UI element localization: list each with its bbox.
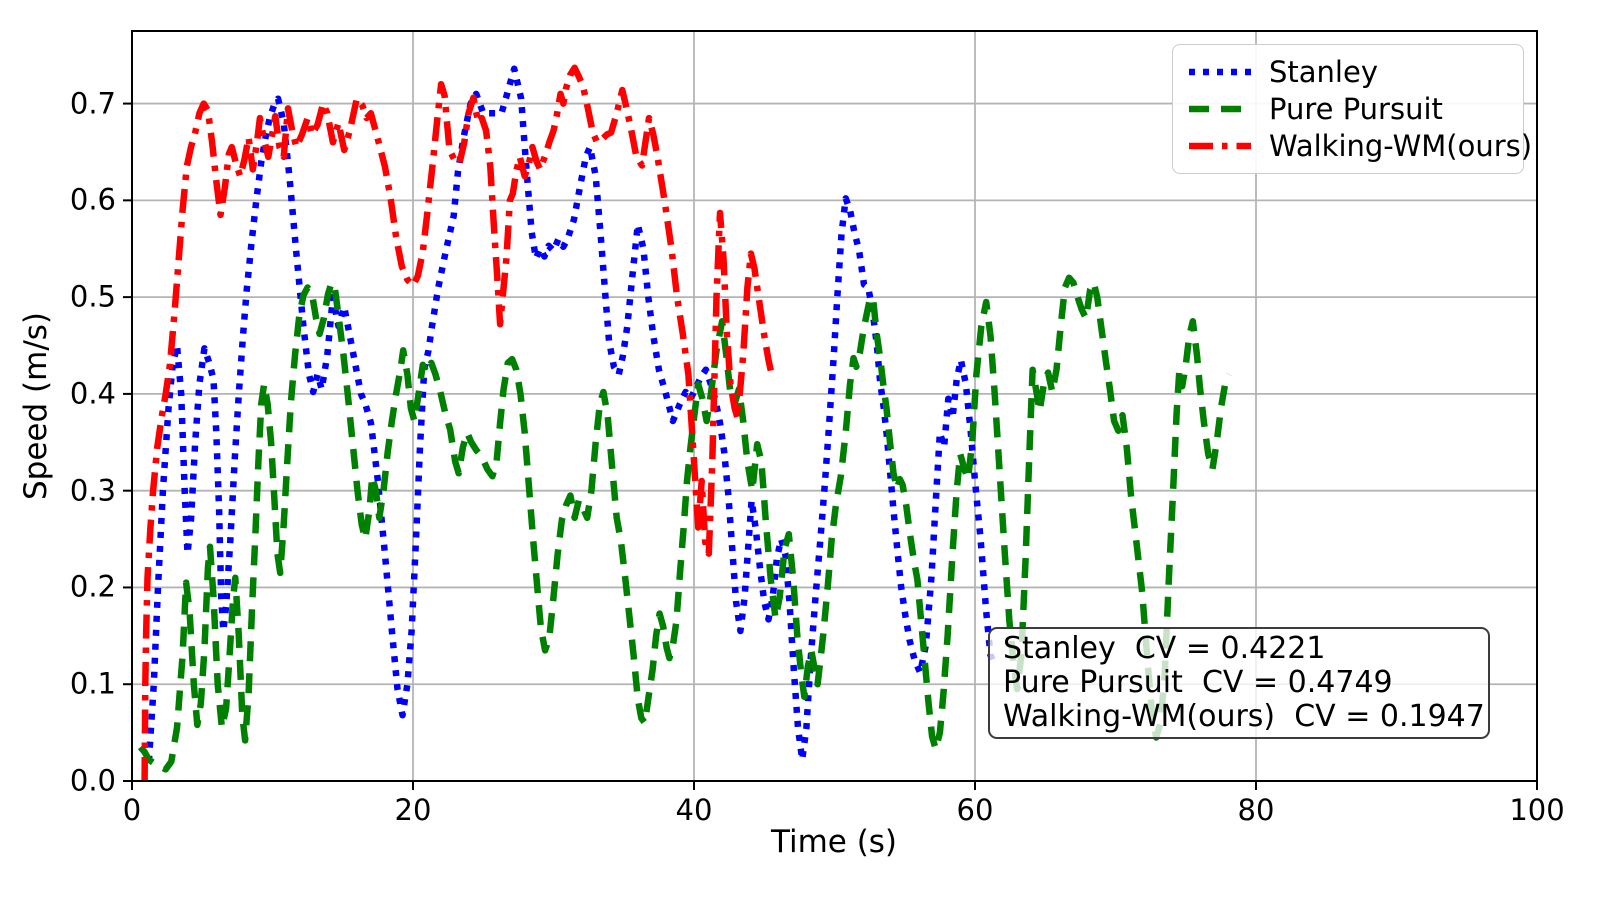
legend-item-pure-pursuit: Pure Pursuit — [1189, 92, 1507, 126]
legend-item-stanley: Stanley — [1189, 55, 1507, 89]
axes-frame — [131, 30, 1538, 782]
y-axis-label: Speed (m/s) — [18, 311, 54, 501]
cv-annotation-box: Stanley CV = 0.4221 Pure Pursuit CV = 0.… — [988, 627, 1490, 739]
y-tick-label: 0.0 — [69, 763, 116, 798]
x-tick-label: 60 — [956, 793, 994, 827]
x-tick-label: 100 — [1509, 793, 1565, 827]
x-axis-label: Time (s) — [770, 824, 898, 860]
legend-item-walking-wm: Walking-WM(ours) — [1189, 129, 1532, 163]
cv-line-pure-pursuit: Pure Pursuit CV = 0.4749 — [1003, 665, 1393, 700]
y-tick-label: 0.7 — [69, 86, 116, 121]
y-tick-label: 0.6 — [69, 182, 116, 217]
y-tick-label: 0.4 — [69, 376, 116, 411]
series-line-walking-wm-ours — [141, 64, 776, 782]
legend: Stanley Pure Pursuit Walking-WM(ours) — [1172, 44, 1532, 174]
x-tick-label: 40 — [675, 793, 713, 827]
cv-line-stanley: Stanley CV = 0.4221 — [1003, 631, 1326, 666]
cv-line-walking-wm: Walking-WM(ours) CV = 0.1947 — [1003, 699, 1485, 734]
series-line-stanley — [145, 65, 998, 763]
series-line-pure-pursuit — [137, 274, 1233, 773]
legend-label-stanley: Stanley — [1269, 54, 1378, 89]
y-tick-label: 0.2 — [69, 569, 116, 604]
x-tick-label: 0 — [122, 793, 142, 827]
x-tick-label: 80 — [1237, 793, 1275, 827]
y-tick-label: 0.1 — [69, 666, 116, 701]
walking-wm-line-sample-icon — [1189, 143, 1251, 150]
y-tick-label: 0.5 — [69, 279, 116, 314]
legend-label-pure-pursuit: Pure Pursuit — [1269, 91, 1443, 126]
pure-pursuit-line-sample-icon — [1189, 105, 1251, 113]
y-tick-label: 0.3 — [69, 473, 116, 508]
x-tick-label: 20 — [394, 793, 432, 827]
legend-label-walking-wm: Walking-WM(ours) — [1269, 129, 1533, 164]
stanley-line-sample-icon — [1189, 68, 1251, 75]
